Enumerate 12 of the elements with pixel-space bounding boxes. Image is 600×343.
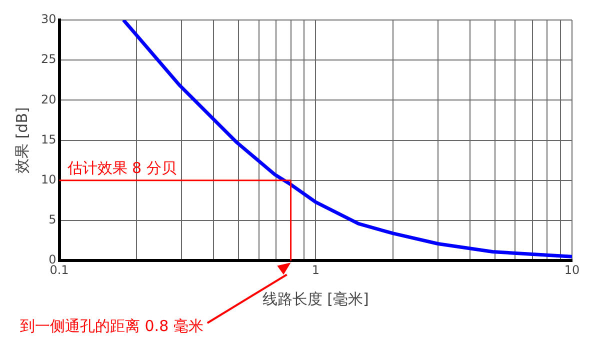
x-tick-label: 1 bbox=[312, 262, 320, 277]
ref-line-label: 到一侧通孔的距离 0.8 毫米 bbox=[20, 316, 204, 335]
y-tick-label: 15 bbox=[40, 132, 56, 146]
x-tick-label: 10 bbox=[564, 262, 580, 277]
x-axis-title: 线路长度 [毫米] bbox=[262, 290, 369, 308]
y-tick-label: 5 bbox=[48, 212, 56, 227]
y-tick-label: 25 bbox=[40, 52, 56, 66]
x-tick-label: 0.1 bbox=[50, 262, 69, 277]
y-tick-label: 30 bbox=[40, 12, 56, 26]
y-axis-title: 效果 [dB] bbox=[12, 107, 31, 174]
y-tick-label: 20 bbox=[40, 92, 56, 106]
y-tick-label: 10 bbox=[40, 172, 56, 187]
